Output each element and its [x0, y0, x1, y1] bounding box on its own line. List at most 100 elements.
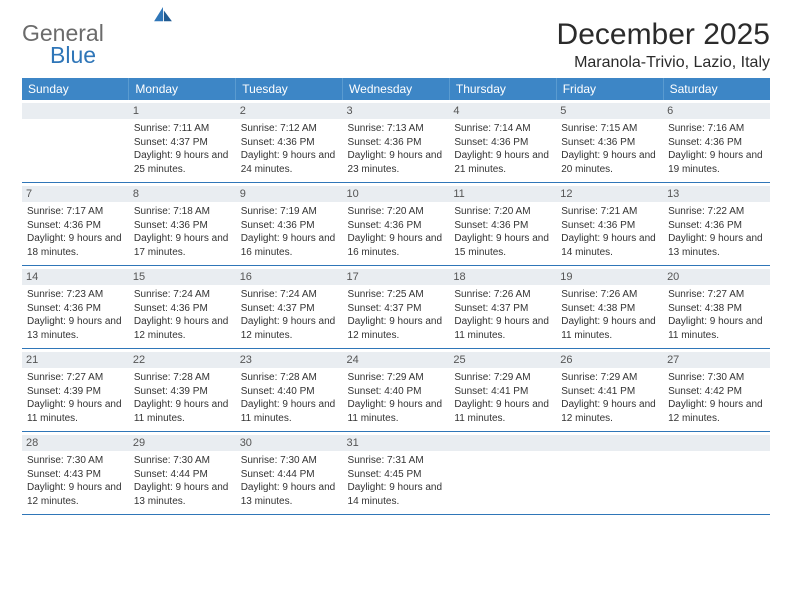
day-number: 13 [663, 186, 770, 202]
day-cell: 15 Sunrise: 7:24 AMSunset: 4:36 PMDayligh… [129, 266, 236, 349]
day-info: Sunrise: 7:23 AMSunset: 4:36 PMDaylight:… [27, 288, 124, 342]
day-number: 25 [449, 352, 556, 368]
day-number: 24 [343, 352, 450, 368]
day-number: 23 [236, 352, 343, 368]
day-info: Sunrise: 7:11 AMSunset: 4:37 PMDaylight:… [134, 122, 231, 176]
weekday-header-row: Sunday Monday Tuesday Wednesday Thursday… [22, 78, 770, 100]
day-info: Sunrise: 7:13 AMSunset: 4:36 PMDaylight:… [348, 122, 445, 176]
logo-word-2: Blue [50, 44, 96, 67]
location: Maranola-Trivio, Lazio, Italy [557, 54, 770, 72]
day-cell [663, 432, 770, 515]
day-number: 29 [129, 435, 236, 451]
day-number: 8 [129, 186, 236, 202]
day-info: Sunrise: 7:16 AMSunset: 4:36 PMDaylight:… [668, 122, 765, 176]
week-row: 28Sunrise: 7:30 AMSunset: 4:43 PMDayligh… [22, 432, 770, 515]
day-cell [556, 432, 663, 515]
day-info: Sunrise: 7:29 AMSunset: 4:41 PMDaylight:… [561, 371, 658, 425]
day-number: 4 [449, 103, 556, 119]
day-cell: 11 Sunrise: 7:20 AMSunset: 4:36 PMDayligh… [449, 183, 556, 266]
day-cell: 14 Sunrise: 7:23 AMSunset: 4:36 PMDayligh… [22, 266, 129, 349]
day-number: 19 [556, 269, 663, 285]
day-number [22, 103, 129, 119]
page-title: December 2025 [557, 18, 770, 52]
day-cell: 3 Sunrise: 7:13 AMSunset: 4:36 PMDaylight… [343, 100, 450, 183]
weekday-header: Saturday [663, 78, 770, 100]
day-cell: 13 Sunrise: 7:22 AMSunset: 4:36 PMDayligh… [663, 183, 770, 266]
day-info: Sunrise: 7:22 AMSunset: 4:36 PMDaylight:… [668, 205, 765, 259]
day-info: Sunrise: 7:17 AMSunset: 4:36 PMDaylight:… [27, 205, 124, 259]
day-cell: 19Sunrise: 7:26 AMSunset: 4:38 PMDayligh… [556, 266, 663, 349]
day-number [663, 435, 770, 451]
day-cell: 20 Sunrise: 7:27 AMSunset: 4:38 PMDayligh… [663, 266, 770, 349]
day-info: Sunrise: 7:28 AMSunset: 4:39 PMDaylight:… [134, 371, 231, 425]
day-number: 30 [236, 435, 343, 451]
day-number [556, 435, 663, 451]
week-row: 21 Sunrise: 7:27 AMSunset: 4:39 PMDayligh… [22, 349, 770, 432]
day-number: 20 [663, 269, 770, 285]
day-number: 16 [236, 269, 343, 285]
day-info: Sunrise: 7:21 AMSunset: 4:36 PMDaylight:… [561, 205, 658, 259]
day-info: Sunrise: 7:30 AMSunset: 4:42 PMDaylight:… [668, 371, 765, 425]
day-cell: 6 Sunrise: 7:16 AMSunset: 4:36 PMDaylight… [663, 100, 770, 183]
day-cell: 10Sunrise: 7:20 AMSunset: 4:36 PMDayligh… [343, 183, 450, 266]
day-cell: 8Sunrise: 7:18 AMSunset: 4:36 PMDaylight… [129, 183, 236, 266]
day-cell: 12 Sunrise: 7:21 AMSunset: 4:36 PMDayligh… [556, 183, 663, 266]
day-number: 14 [22, 269, 129, 285]
day-cell [22, 100, 129, 183]
day-number: 12 [556, 186, 663, 202]
day-cell [449, 432, 556, 515]
day-cell: 31 Sunrise: 7:31 AMSunset: 4:45 PMDayligh… [343, 432, 450, 515]
day-cell: 2 Sunrise: 7:12 AMSunset: 4:36 PMDaylight… [236, 100, 343, 183]
day-cell: 18 Sunrise: 7:26 AMSunset: 4:37 PMDayligh… [449, 266, 556, 349]
day-number: 1 [129, 103, 236, 119]
day-number: 7 [22, 186, 129, 202]
day-info: Sunrise: 7:31 AMSunset: 4:45 PMDaylight:… [348, 454, 445, 508]
day-cell: 22 Sunrise: 7:28 AMSunset: 4:39 PMDayligh… [129, 349, 236, 432]
day-cell: 5Sunrise: 7:15 AMSunset: 4:36 PMDaylight… [556, 100, 663, 183]
day-info: Sunrise: 7:28 AMSunset: 4:40 PMDaylight:… [241, 371, 338, 425]
day-number: 6 [663, 103, 770, 119]
day-cell: 7 Sunrise: 7:17 AMSunset: 4:36 PMDaylight… [22, 183, 129, 266]
day-cell: 16 Sunrise: 7:24 AMSunset: 4:37 PMDayligh… [236, 266, 343, 349]
day-info: Sunrise: 7:20 AMSunset: 4:36 PMDaylight:… [348, 205, 445, 259]
sail-icon [154, 7, 172, 23]
day-info: Sunrise: 7:30 AMSunset: 4:44 PMDaylight:… [134, 454, 231, 508]
day-info: Sunrise: 7:20 AMSunset: 4:36 PMDaylight:… [454, 205, 551, 259]
week-row: 7 Sunrise: 7:17 AMSunset: 4:36 PMDaylight… [22, 183, 770, 266]
day-cell: 23 Sunrise: 7:28 AMSunset: 4:40 PMDayligh… [236, 349, 343, 432]
day-number: 2 [236, 103, 343, 119]
day-cell: 29 Sunrise: 7:30 AMSunset: 4:44 PMDayligh… [129, 432, 236, 515]
day-number: 27 [663, 352, 770, 368]
day-number: 18 [449, 269, 556, 285]
day-cell: 28Sunrise: 7:30 AMSunset: 4:43 PMDayligh… [22, 432, 129, 515]
logo-word-1: General [22, 20, 104, 46]
day-number: 28 [22, 435, 129, 451]
day-number [449, 435, 556, 451]
day-info: Sunrise: 7:24 AMSunset: 4:36 PMDaylight:… [134, 288, 231, 342]
day-cell: 30Sunrise: 7:30 AMSunset: 4:44 PMDayligh… [236, 432, 343, 515]
day-cell: 17Sunrise: 7:25 AMSunset: 4:37 PMDayligh… [343, 266, 450, 349]
day-info: Sunrise: 7:29 AMSunset: 4:41 PMDaylight:… [454, 371, 551, 425]
day-number: 21 [22, 352, 129, 368]
day-info: Sunrise: 7:19 AMSunset: 4:36 PMDaylight:… [241, 205, 338, 259]
weekday-header: Thursday [449, 78, 556, 100]
day-info: Sunrise: 7:27 AMSunset: 4:39 PMDaylight:… [27, 371, 124, 425]
weekday-header: Wednesday [343, 78, 450, 100]
day-info: Sunrise: 7:24 AMSunset: 4:37 PMDaylight:… [241, 288, 338, 342]
day-number: 9 [236, 186, 343, 202]
day-number: 3 [343, 103, 450, 119]
header: General Blue December 2025 Maranola-Triv… [22, 18, 770, 72]
day-info: Sunrise: 7:12 AMSunset: 4:36 PMDaylight:… [241, 122, 338, 176]
day-number: 22 [129, 352, 236, 368]
title-block: December 2025 Maranola-Trivio, Lazio, It… [557, 18, 770, 72]
day-info: Sunrise: 7:26 AMSunset: 4:37 PMDaylight:… [454, 288, 551, 342]
day-info: Sunrise: 7:27 AMSunset: 4:38 PMDaylight:… [668, 288, 765, 342]
day-number: 5 [556, 103, 663, 119]
day-number: 15 [129, 269, 236, 285]
day-number: 31 [343, 435, 450, 451]
week-row: 1 Sunrise: 7:11 AMSunset: 4:37 PMDaylight… [22, 100, 770, 183]
day-cell: 4Sunrise: 7:14 AMSunset: 4:36 PMDaylight… [449, 100, 556, 183]
day-number: 11 [449, 186, 556, 202]
logo: General Blue [22, 18, 126, 67]
day-cell: 1 Sunrise: 7:11 AMSunset: 4:37 PMDaylight… [129, 100, 236, 183]
